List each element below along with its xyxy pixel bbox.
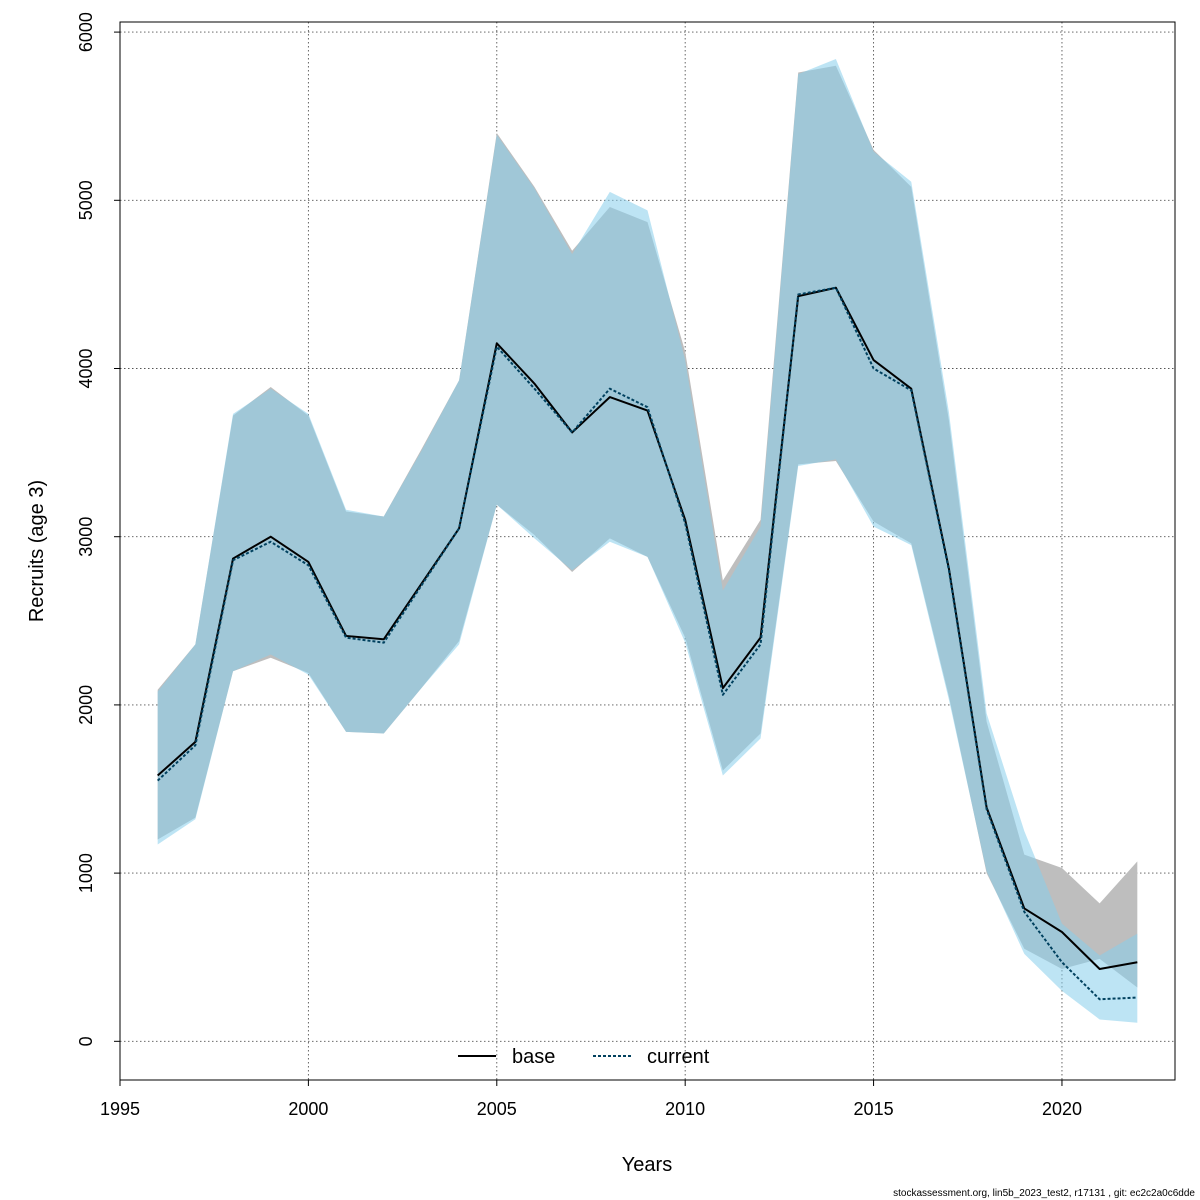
x-tick-label-2010: 2010	[665, 1099, 705, 1119]
y-tick-label-2000: 2000	[76, 685, 96, 725]
x-tick-label-2015: 2015	[854, 1099, 894, 1119]
y-tick-label-1000: 1000	[76, 853, 96, 893]
band-current	[157, 59, 1138, 1023]
y-axis-title: Recruits (age 3)	[26, 480, 48, 622]
x-tick-label-2020: 2020	[1042, 1099, 1082, 1119]
x-axis-title: Years	[622, 1154, 672, 1176]
series-lines	[156, 286, 1138, 1001]
legend-current-label: current	[647, 1046, 710, 1068]
footer-source-text: stockassessment.org, lin5b_2023_test2, r…	[893, 1188, 1195, 1199]
x-tick-label-2005: 2005	[477, 1099, 517, 1119]
legend-base-label: base	[512, 1046, 555, 1068]
y-tick-label-5000: 5000	[76, 180, 96, 220]
x-tick-label-1995: 1995	[100, 1099, 140, 1119]
y-tick-label-3000: 3000	[76, 517, 96, 557]
y-tick-label-4000: 4000	[76, 348, 96, 388]
y-tick-label-6000: 6000	[76, 12, 96, 52]
legend: base current	[458, 1046, 710, 1068]
confidence-bands	[157, 59, 1138, 1023]
y-tick-label-0: 0	[76, 1036, 96, 1046]
y-axis: 0 1000 2000 3000 4000 5000 6000	[76, 12, 121, 1046]
x-axis: 1995 2000 2005 2010 2015 2020	[100, 1079, 1082, 1119]
x-tick-label-2000: 2000	[288, 1099, 328, 1119]
